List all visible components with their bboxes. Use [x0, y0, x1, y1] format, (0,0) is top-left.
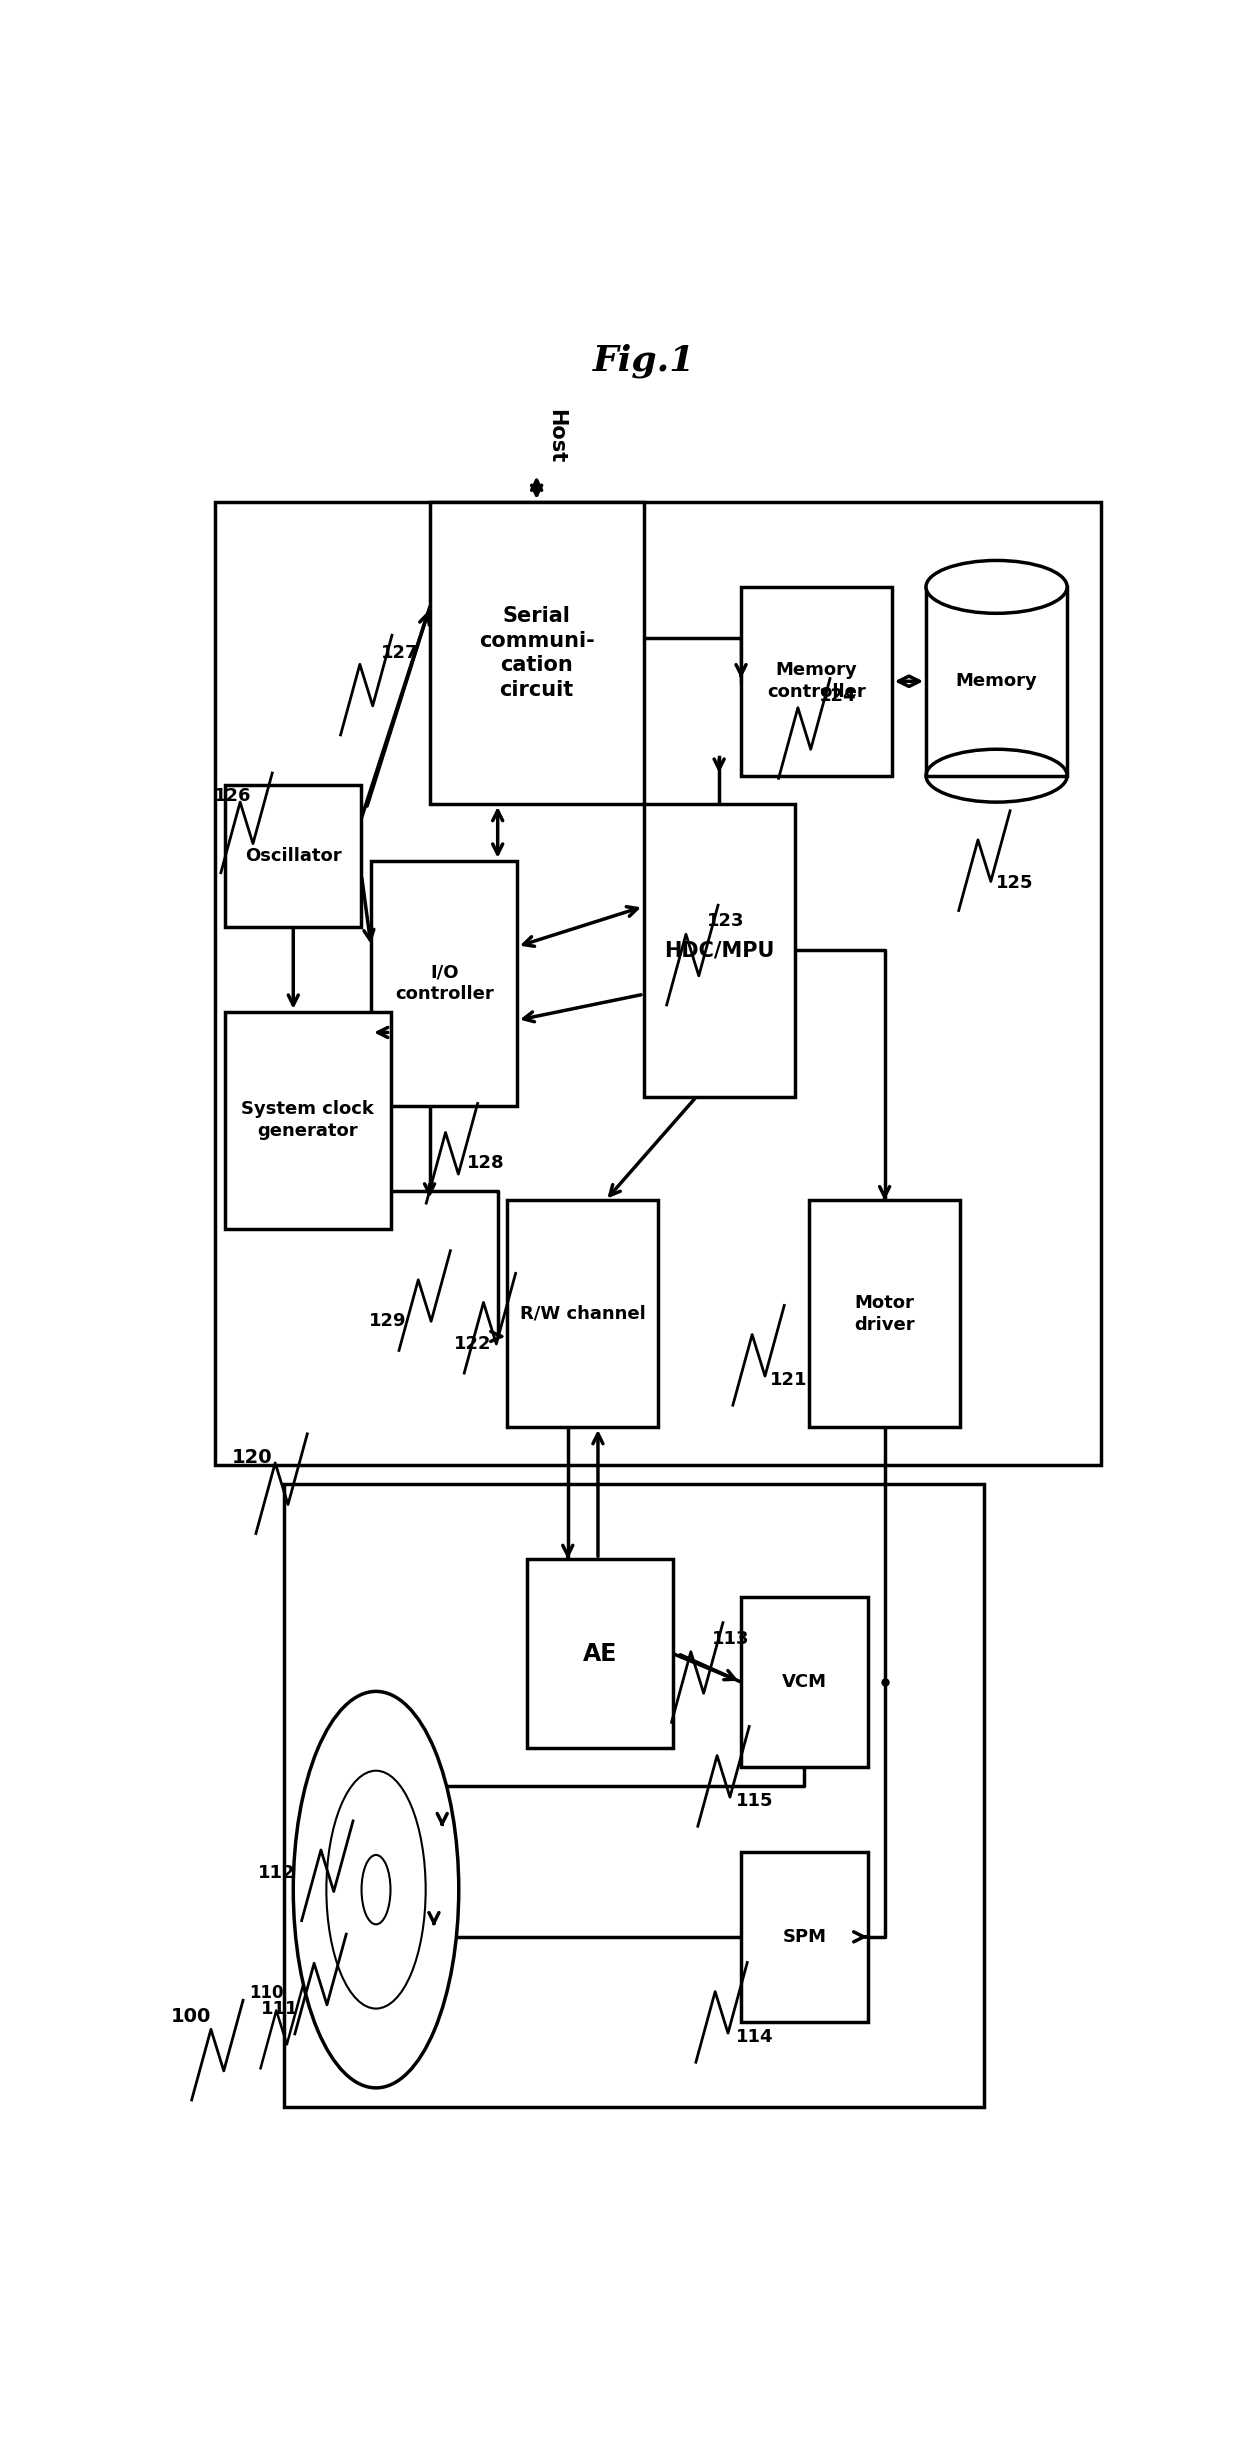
Text: 114: 114: [736, 2028, 774, 2045]
Text: Serial
communi-
cation
circuit: Serial communi- cation circuit: [479, 606, 594, 701]
Text: 100: 100: [171, 2006, 211, 2025]
Bar: [372, 861, 517, 1106]
Text: Memory: Memory: [956, 672, 1037, 691]
Bar: [284, 1483, 985, 2106]
Text: 125: 125: [996, 875, 1034, 893]
Bar: [528, 1559, 673, 1748]
Text: 113: 113: [712, 1631, 750, 1648]
Text: R/W channel: R/W channel: [520, 1304, 646, 1322]
Text: 121: 121: [770, 1371, 808, 1388]
Bar: [926, 586, 1068, 775]
Text: VCM: VCM: [781, 1672, 826, 1692]
Bar: [741, 1851, 868, 2023]
Text: 126: 126: [214, 787, 251, 804]
Ellipse shape: [327, 1770, 426, 2008]
Text: 123: 123: [707, 912, 745, 929]
Text: 115: 115: [736, 1792, 774, 1810]
Text: 120: 120: [232, 1447, 273, 1466]
Text: 129: 129: [369, 1312, 407, 1331]
Bar: [225, 785, 362, 927]
Bar: [216, 503, 1102, 1464]
Text: Motor
driver: Motor driver: [854, 1295, 914, 1334]
Text: 124: 124: [819, 687, 857, 706]
Text: SPM: SPM: [782, 1927, 826, 1947]
Bar: [507, 1201, 658, 1427]
Bar: [644, 804, 795, 1096]
Text: HDC/MPU: HDC/MPU: [664, 939, 775, 961]
Ellipse shape: [293, 1692, 458, 2089]
Text: System clock
generator: System clock generator: [241, 1101, 374, 1140]
Text: I/O
controller: I/O controller: [394, 964, 494, 1003]
Text: 128: 128: [466, 1155, 504, 1172]
Bar: [225, 1013, 391, 1228]
Text: 122: 122: [453, 1334, 491, 1354]
Bar: [430, 503, 644, 804]
Text: Memory
controller: Memory controller: [767, 662, 865, 701]
Text: 112: 112: [257, 1864, 295, 1881]
Bar: [741, 1596, 868, 1768]
Ellipse shape: [362, 1856, 391, 1925]
Ellipse shape: [926, 562, 1068, 613]
Text: Oscillator: Oscillator: [245, 846, 342, 866]
Text: AE: AE: [583, 1643, 617, 1665]
Bar: [741, 586, 892, 775]
Bar: [809, 1201, 960, 1427]
Text: Host: Host: [546, 409, 566, 463]
Text: 127: 127: [381, 645, 418, 662]
Text: 111: 111: [261, 1998, 298, 2018]
Text: Fig.1: Fig.1: [593, 343, 695, 378]
Text: 110: 110: [249, 1984, 284, 2003]
